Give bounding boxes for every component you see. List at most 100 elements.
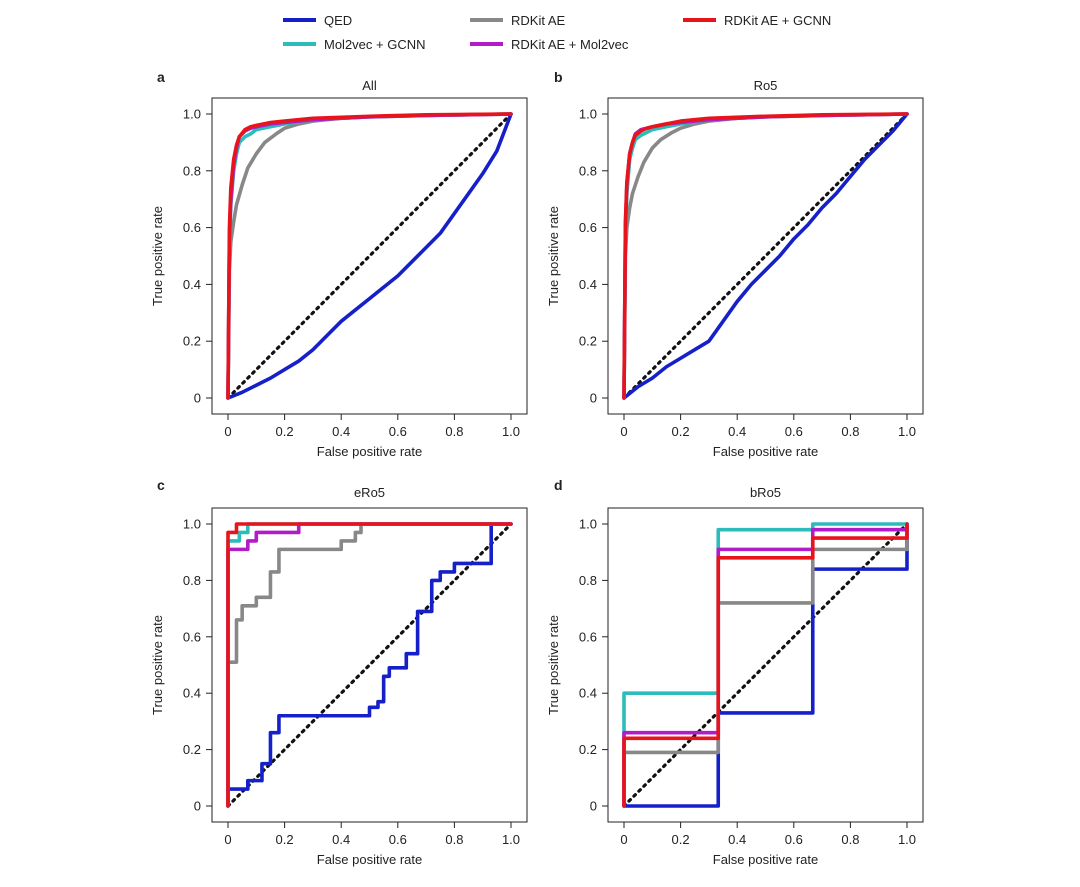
legend-item-rdkit_mol2vec: RDKit AE + Mol2vec [470,37,629,52]
x-tick-label: 0.8 [445,424,463,439]
panel-title: bRo5 [750,485,781,500]
panels: a All 0 0 0.2 0.2 0.4 0.4 0.6 0.6 0.8 0.8 1.0 1.0 Fals… [150,69,924,867]
x-tick-label: 0.6 [389,832,407,847]
y-tick-label: 0.4 [183,277,201,292]
panel-letter: b [554,69,563,85]
x-axis-label: False positive rate [713,444,819,459]
series-line-rdkit_gcnn [226,522,513,808]
y-tick-label: 0.6 [183,220,201,235]
chance-diagonal [226,522,513,808]
legend-item-mol2vec_gcnn: Mol2vec + GCNN [283,37,426,52]
y-tick-label: 0.2 [579,742,597,757]
series-line-qed [622,112,909,400]
legend-item-rdkit_gcnn: RDKit AE + GCNN [683,13,831,28]
series-line-rdkit_gcnn [622,112,909,400]
y-tick-label: 0.6 [579,629,597,644]
legend-item-qed: QED [283,13,352,28]
y-tick-label: 0.4 [579,686,597,701]
x-tick-label: 0 [224,424,231,439]
series-line-qed [226,522,513,808]
y-axis-label: True positive rate [546,615,561,715]
plot-frame [211,97,528,415]
y-tick-label: 0 [590,799,597,814]
y-tick-label: 0.6 [183,629,201,644]
series-line-mol2vec_gcnn [622,522,909,808]
y-tick-label: 0.2 [183,742,201,757]
panel-a: a All 0 0 0.2 0.2 0.4 0.4 0.6 0.6 0.8 0.8 1.0 1.0 Fals… [150,69,528,459]
panel-letter: c [157,477,165,493]
panel-title: eRo5 [354,485,385,500]
series-line-rdkit_ae [622,536,909,808]
x-tick-label: 0.2 [672,424,690,439]
x-tick-label: 0.6 [785,424,803,439]
x-tick-label: 0.6 [389,424,407,439]
panel-d: d bRo5 0 0 0.2 0.2 0.4 0.4 0.6 0.6 0.8 0.8 1.0 1.0 Fal… [546,477,924,867]
y-tick-label: 1.0 [579,517,597,532]
x-tick-label: 0.4 [728,832,746,847]
x-tick-label: 1.0 [502,424,520,439]
y-tick-label: 0.2 [183,334,201,349]
y-tick-label: 0 [590,391,597,406]
x-tick-label: 0.4 [332,832,350,847]
y-tick-label: 0 [194,391,201,406]
x-axis-label: False positive rate [317,444,423,459]
y-tick-label: 0.4 [579,277,597,292]
series-line-rdkit_ae [226,522,513,808]
plot-frame [211,507,528,823]
panel-b: b Ro5 0 0 0.2 0.2 0.4 0.4 0.6 0.6 0.8 0.8 1.0 1.0 Fals… [546,69,924,459]
y-tick-label: 0.8 [183,573,201,588]
y-axis-label: True positive rate [150,206,165,306]
x-tick-label: 0.4 [728,424,746,439]
y-tick-label: 1.0 [183,107,201,122]
y-axis-label: True positive rate [546,206,561,306]
legend-label: Mol2vec + GCNN [324,37,426,52]
panel-letter: a [157,69,165,85]
y-tick-label: 0.4 [183,686,201,701]
panel-title: All [362,78,377,93]
x-tick-label: 0.8 [841,832,859,847]
legend: QED RDKit AE RDKit AE + GCNN Mol2vec + GCNN… [283,13,831,52]
x-tick-label: 0.2 [672,832,690,847]
panel-letter: d [554,477,563,493]
legend-label: RDKit AE + Mol2vec [511,37,629,52]
y-tick-label: 0.8 [579,163,597,178]
y-tick-label: 0.8 [183,163,201,178]
x-tick-label: 0.2 [276,424,294,439]
panel-title: Ro5 [754,78,778,93]
x-tick-label: 0 [620,424,627,439]
x-tick-label: 0.8 [445,832,463,847]
x-tick-label: 1.0 [898,832,916,847]
x-tick-label: 0.6 [785,832,803,847]
series-line-rdkit_gcnn [622,522,909,808]
x-tick-label: 1.0 [502,832,520,847]
chance-diagonal [622,112,909,400]
plot-frame [607,507,924,823]
legend-item-rdkit_ae: RDKit AE [470,13,566,28]
plot-frame [607,97,924,415]
x-tick-label: 0.8 [841,424,859,439]
series-line-rdkit_mol2vec [226,522,513,808]
x-tick-label: 0.2 [276,832,294,847]
chance-diagonal [226,112,513,400]
y-tick-label: 1.0 [183,517,201,532]
legend-label: RDKit AE [511,13,566,28]
series-line-qed [226,112,513,400]
x-tick-label: 1.0 [898,424,916,439]
y-tick-label: 0.8 [579,573,597,588]
series-line-rdkit_gcnn [226,112,513,400]
chance-diagonal [622,522,909,808]
x-axis-label: False positive rate [317,852,423,867]
y-tick-label: 0 [194,799,201,814]
y-tick-label: 1.0 [579,107,597,122]
x-tick-label: 0 [224,832,231,847]
x-tick-label: 0 [620,832,627,847]
series-line-rdkit_mol2vec [622,527,909,808]
legend-label: RDKit AE + GCNN [724,13,831,28]
series-line-qed [622,522,909,808]
y-tick-label: 0.6 [579,220,597,235]
x-tick-label: 0.4 [332,424,350,439]
panel-c: c eRo5 0 0 0.2 0.2 0.4 0.4 0.6 0.6 0.8 0.8 1.0 1.0 Fal… [150,477,528,867]
y-tick-label: 0.2 [579,334,597,349]
y-axis-label: True positive rate [150,615,165,715]
